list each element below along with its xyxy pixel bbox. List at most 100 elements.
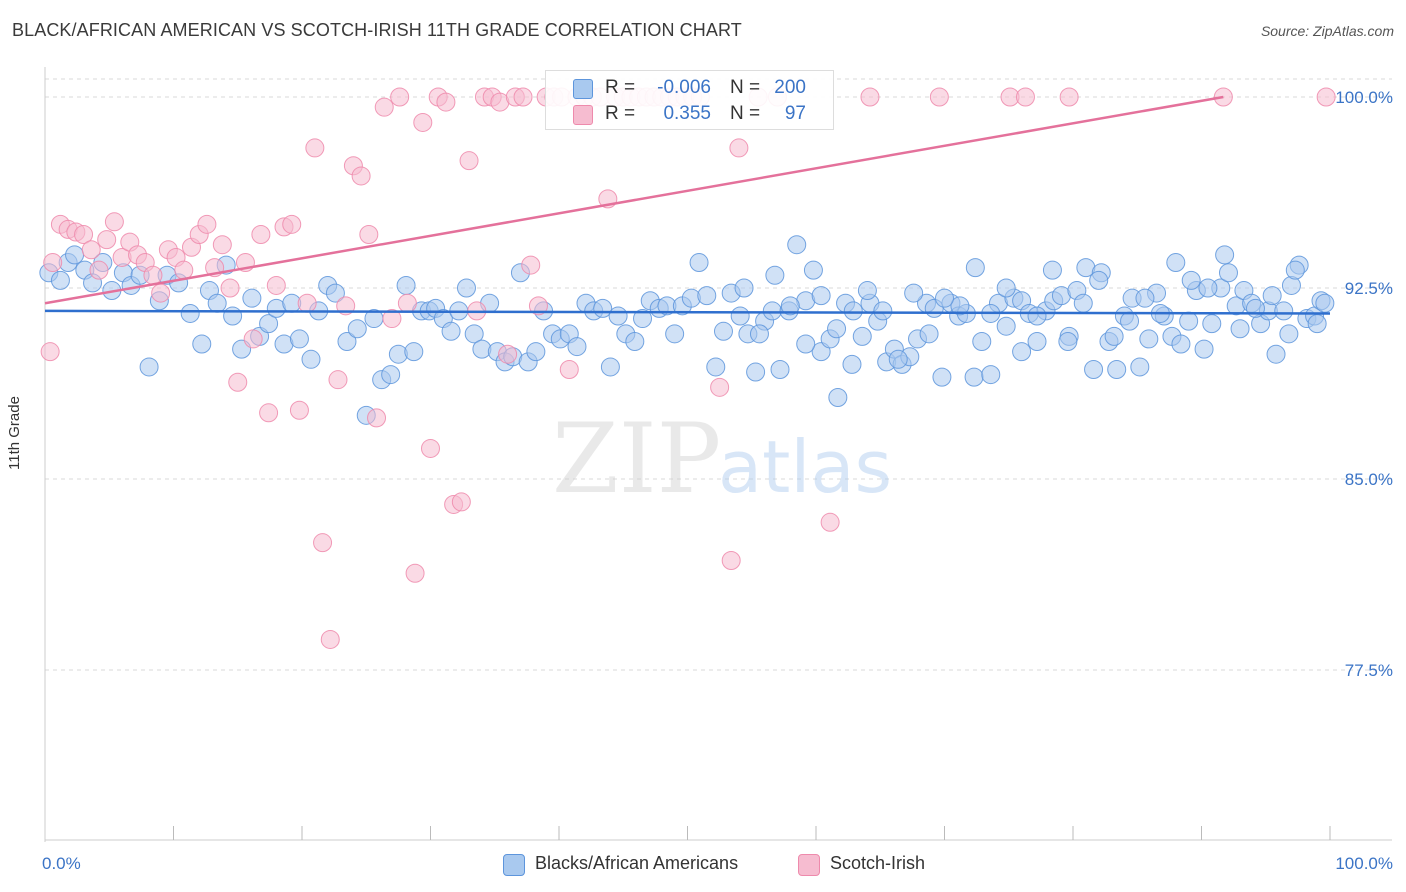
point-blacks <box>932 367 952 387</box>
point-blacks <box>1245 298 1265 318</box>
point-scotch-irish <box>97 230 117 250</box>
point-blacks <box>1215 245 1235 265</box>
point-blacks <box>827 319 847 339</box>
point-scotch-irish <box>1059 87 1079 107</box>
y-tick-label: 77.5% <box>1345 661 1393 680</box>
point-blacks <box>1104 326 1124 346</box>
point-blacks <box>706 357 726 377</box>
point-blacks <box>396 275 416 295</box>
point-blacks <box>811 286 831 306</box>
legend-n-label: N = <box>730 77 761 98</box>
point-scotch-irish <box>104 212 124 232</box>
point-scotch-irish <box>721 550 741 570</box>
point-blacks <box>972 331 992 351</box>
point-blacks <box>608 306 628 326</box>
point-scotch-irish <box>421 438 440 458</box>
point-scotch-irish <box>259 403 279 423</box>
point-scotch-irish <box>220 278 240 298</box>
point-blacks <box>1027 331 1047 351</box>
point-blacks <box>1279 324 1299 344</box>
legend-r-value: 0.355 <box>663 103 711 124</box>
point-blacks <box>697 286 717 306</box>
point-blacks <box>1315 293 1335 313</box>
point-blacks <box>749 324 769 344</box>
axes <box>44 67 1392 842</box>
point-blacks <box>935 288 954 308</box>
point-scotch-irish <box>289 400 309 420</box>
point-blacks <box>1042 260 1062 280</box>
point-blacks <box>192 334 212 354</box>
point-scotch-irish <box>513 87 533 107</box>
point-blacks <box>456 278 476 298</box>
point-blacks <box>1230 319 1250 339</box>
point-scotch-irish <box>251 225 271 245</box>
point-scotch-irish <box>313 533 333 553</box>
point-scotch-irish <box>1015 87 1035 107</box>
point-blacks <box>665 324 685 344</box>
point-blacks <box>780 296 800 316</box>
point-blacks <box>301 349 321 369</box>
point-blacks <box>1012 342 1032 362</box>
point-blacks <box>289 329 309 349</box>
point-blacks <box>1130 357 1150 377</box>
point-blacks <box>746 362 766 382</box>
point-scotch-irish <box>81 240 101 260</box>
point-scotch-irish <box>820 512 840 532</box>
point-blacks <box>337 331 357 351</box>
point-scotch-irish <box>729 138 749 158</box>
watermark: ZIP atlas <box>552 403 892 515</box>
y-tick-label: 85.0% <box>1345 470 1393 489</box>
point-blacks <box>1166 253 1186 273</box>
point-blacks <box>981 365 1001 385</box>
y-tick-label: 92.5% <box>1345 279 1393 298</box>
point-blacks <box>1198 278 1218 298</box>
point-scotch-irish <box>320 629 340 649</box>
point-blacks <box>1139 329 1159 349</box>
point-blacks <box>526 342 546 362</box>
point-blacks <box>441 321 461 341</box>
trend-lines <box>44 95 1331 315</box>
point-blacks <box>625 331 645 351</box>
point-scotch-irish <box>1316 87 1336 107</box>
x-tick-label: 100.0% <box>1335 854 1393 873</box>
point-scotch-irish <box>405 563 425 583</box>
y-axis-label: 11th Grade <box>6 396 23 470</box>
point-blacks <box>762 301 782 321</box>
legend-swatch-pink <box>573 105 593 125</box>
point-blacks <box>1107 359 1127 379</box>
point-blacks <box>852 326 872 346</box>
point-blacks <box>734 278 754 298</box>
point-blacks <box>888 349 908 369</box>
point-scotch-irish <box>382 309 402 329</box>
point-scotch-irish <box>436 92 456 112</box>
point-scotch-irish <box>74 225 94 245</box>
point-scotch-irish <box>282 214 302 234</box>
point-scotch-irish <box>89 260 109 280</box>
point-blacks <box>1089 270 1109 290</box>
point-blacks <box>65 245 85 265</box>
point-blacks <box>1058 331 1078 351</box>
point-scotch-irish <box>43 253 63 273</box>
bottom-legend-swatch-pink <box>798 854 820 876</box>
point-scotch-irish <box>397 293 417 313</box>
legend-r-value: -0.006 <box>657 77 711 98</box>
legend-r-label: R = <box>605 77 636 98</box>
point-blacks <box>904 283 924 303</box>
y-tick-label: 100.0% <box>1335 88 1393 107</box>
point-scotch-irish <box>459 151 479 171</box>
point-blacks <box>828 388 848 408</box>
point-blacks <box>50 270 70 290</box>
point-blacks <box>259 314 279 334</box>
source-label: Source: ZipAtlas.com <box>1260 23 1394 39</box>
point-blacks <box>1285 260 1305 280</box>
point-blacks <box>1073 293 1093 313</box>
x-tick-labels: 0.0% 100.0% <box>42 854 1393 873</box>
point-scotch-irish <box>710 377 730 397</box>
point-scotch-irish <box>374 97 394 117</box>
point-scotch-irish <box>143 265 163 285</box>
point-scotch-irish <box>151 283 171 303</box>
point-blacks <box>242 288 262 308</box>
bottom-legend-swatch-blue <box>503 854 525 876</box>
point-scotch-irish <box>367 408 387 428</box>
trend-line-blacks <box>44 309 1331 315</box>
